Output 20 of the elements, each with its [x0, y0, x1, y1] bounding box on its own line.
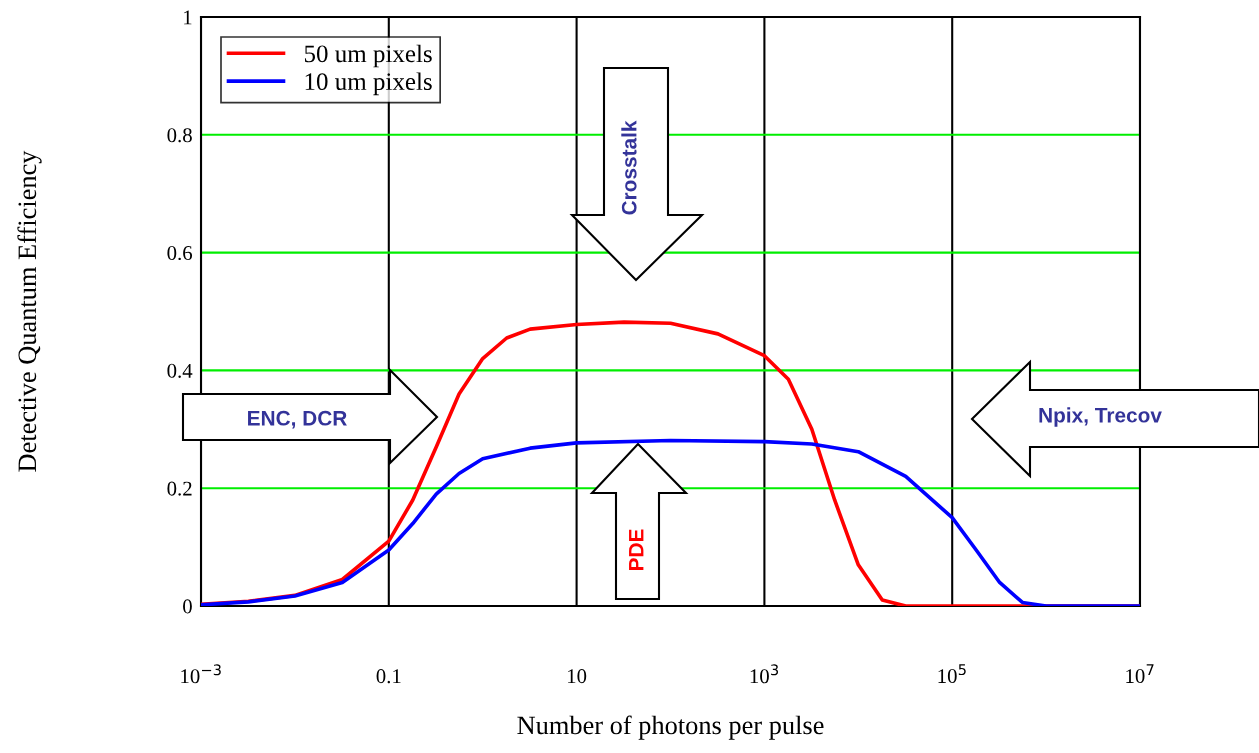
legend-label: 10 um pixels: [305, 72, 432, 96]
y-tick-label: 0.4: [167, 363, 193, 378]
x-tick-label: 0.1: [376, 669, 401, 684]
annotation: ENC, DCR: [248, 410, 347, 429]
y-tick-label: 0.8: [167, 128, 192, 143]
legend-label: 50 um pixels: [304, 44, 432, 68]
x-tick-label: 10$^{−3}$: [181, 664, 221, 684]
y-tick-label: 0.6: [167, 245, 193, 261]
y-tick-label: 0.2: [167, 481, 192, 496]
y-tick-label: 1: [184, 10, 192, 25]
x-tick-label: 10$^{5}$: [938, 664, 966, 684]
x-tick-label: 10: [568, 669, 587, 684]
annotation: PDE: [629, 529, 644, 571]
y-tick-label: 0: [183, 599, 192, 614]
x-tick-label: 10$^{3}$: [750, 664, 779, 684]
x-tick-label: 10$^{7}$: [1126, 664, 1154, 684]
x-axis-title: Number of photons per pulse: [517, 715, 824, 740]
annotation: Npix, Trecov: [1039, 407, 1162, 427]
annotation: Crosstalk: [621, 120, 637, 215]
y-axis-title: Detective Quantum Efficiency: [17, 150, 42, 472]
